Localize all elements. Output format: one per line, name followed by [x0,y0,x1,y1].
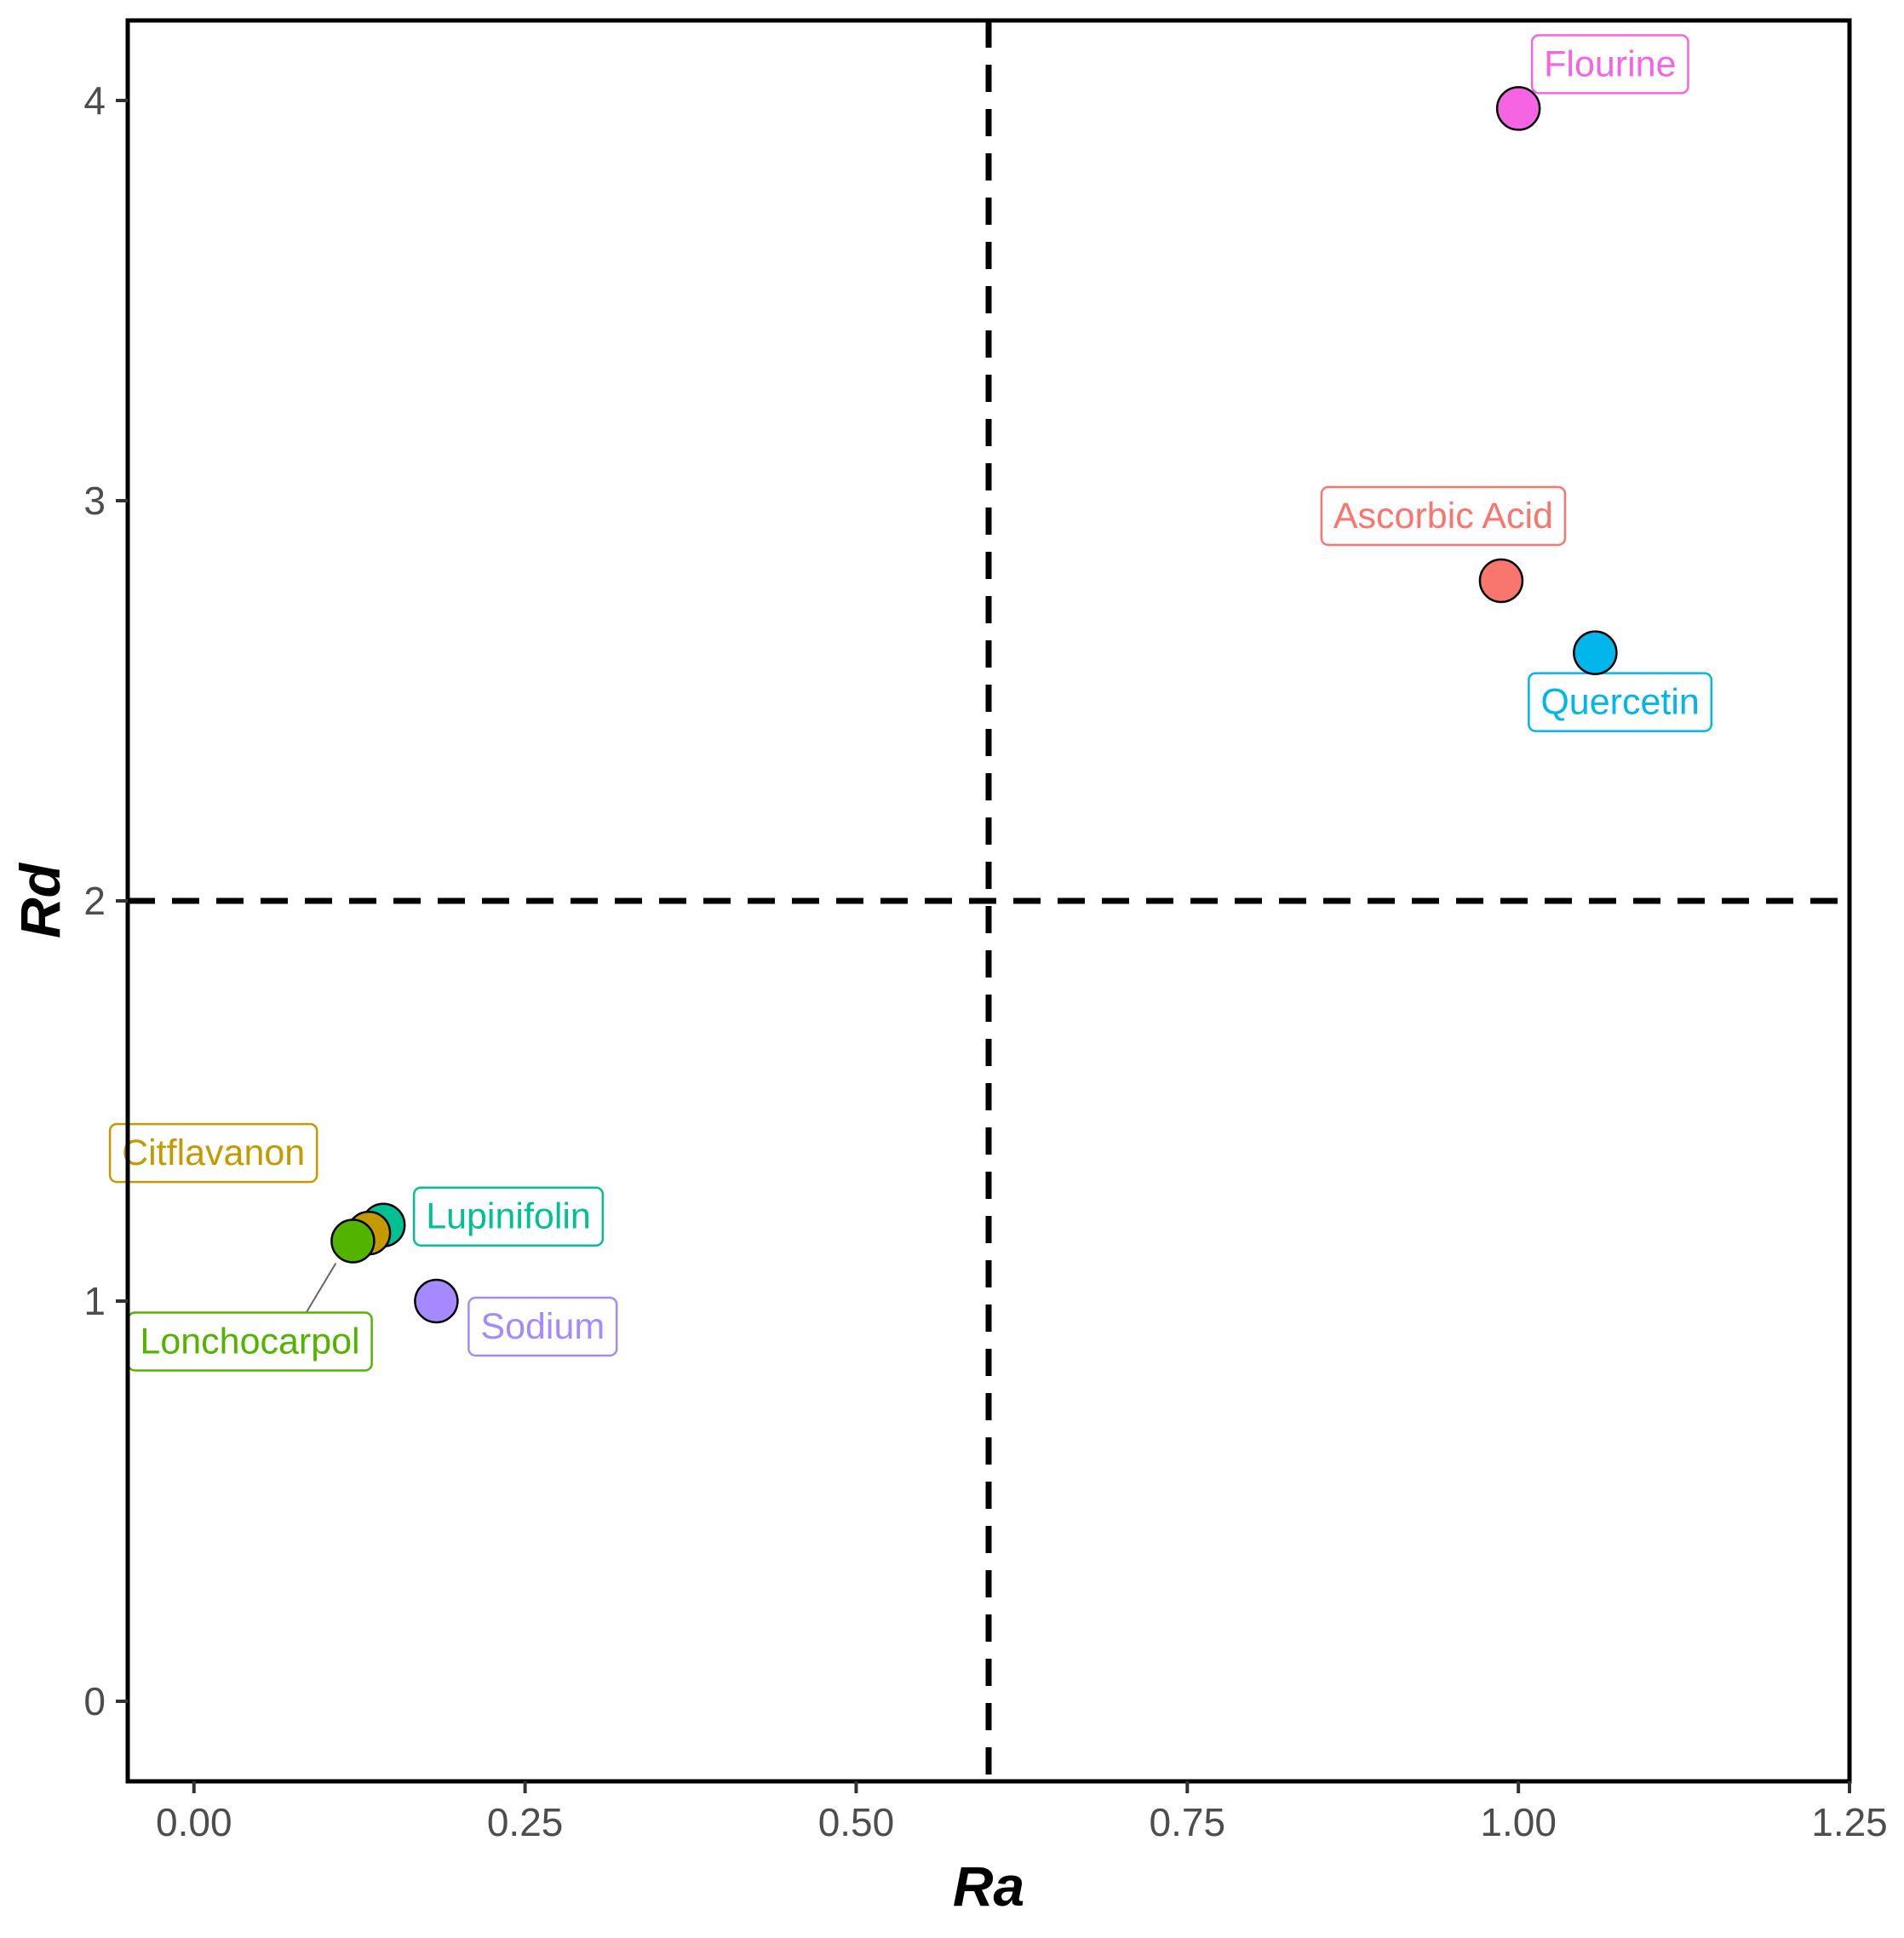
point-label-box-lupinifolin [412,1186,605,1247]
point-label-lupinifolin: Lupinifolin [412,1186,605,1247]
y-tick-label: 3 [83,479,106,523]
y-tick-label: 4 [83,78,106,123]
y-tick-label: 2 [83,879,106,923]
point-label-text-citflavanon: Citflavanon [122,1132,305,1173]
point-label-box-citflavanon [108,1122,318,1184]
y-axis-title: Rd [9,862,72,938]
point-label-citflavanon: Citflavanon [108,1122,318,1184]
data-point-sodium [414,1278,459,1324]
x-axis: 0.00 0.25 0.50 0.75 1.00 1.25 [156,1781,1888,1844]
y-axis: 0 1 2 3 4 [83,78,128,1723]
x-tick-label: 0.25 [487,1800,564,1844]
y-tick-label: 1 [83,1279,106,1323]
point-labels-layer: Flourine Ascorbic Acid Quercetin Lupinifoli… [108,34,1713,1372]
y-tick-label: 0 [83,1679,106,1723]
point-label-quercetin: Quercetin [1528,672,1713,732]
point-label-text-ascorbic-acid: Ascorbic Acid [1333,496,1553,536]
x-tick-label: 0.50 [818,1800,895,1844]
point-label-box-flourine [1530,34,1689,95]
point-label-ascorbic-acid: Ascorbic Acid [1320,485,1567,547]
point-label-box-quercetin [1528,672,1713,732]
point-label-text-quercetin: Quercetin [1540,682,1699,723]
point-label-flourine: Flourine [1530,34,1689,95]
point-label-text-flourine: Flourine [1544,43,1676,84]
point-label-text-lupinifolin: Lupinifolin [426,1196,591,1237]
x-tick-label: 1.25 [1811,1800,1888,1844]
points-layer [330,86,1618,1324]
x-axis-title: Ra [953,1855,1024,1918]
point-label-text-sodium: Sodium [480,1306,605,1347]
point-label-sodium: Sodium [467,1296,618,1357]
data-point-ascorbic-acid [1478,558,1524,604]
point-label-box-sodium [467,1296,618,1357]
x-tick-label: 0.75 [1150,1800,1226,1844]
x-tick-label: 1.00 [1480,1800,1557,1844]
data-point-quercetin [1573,630,1618,675]
data-point-lonchocarpol [330,1218,376,1264]
x-tick-label: 0.00 [156,1800,232,1844]
point-label-text-lonchocarpol: Lonchocarpol [140,1322,359,1362]
point-label-lonchocarpol: Lonchocarpol [127,1311,373,1372]
point-label-box-ascorbic-acid [1320,485,1567,547]
data-points-layer: Flourine Ascorbic Acid Quercetin Lupinifoli… [108,34,1713,1372]
data-point-flourine [1495,86,1541,131]
